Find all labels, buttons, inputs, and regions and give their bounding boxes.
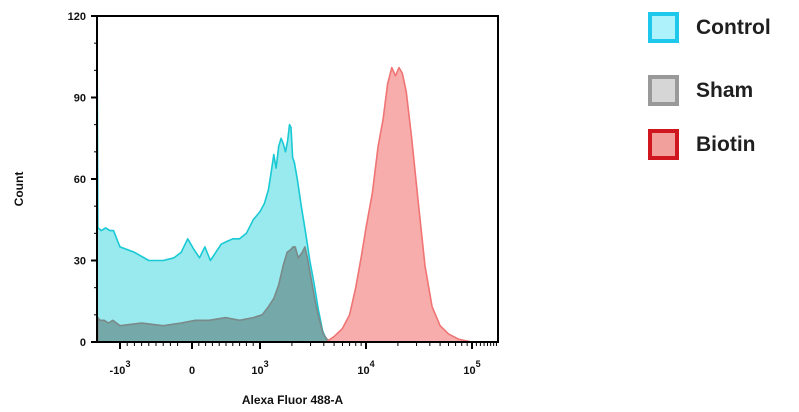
x-tick-label: 0 [189, 365, 195, 377]
y-tick-label: 120 [68, 11, 86, 23]
flow-histogram-chart: 0 30 60 90 120 -103 0 103 104 105 Alexa Fluor 488… [12, 11, 499, 407]
legend-label-control: Control [696, 15, 771, 39]
y-axis-label: Count [12, 172, 26, 207]
axes: 0 30 60 90 120 -103 0 103 104 105 [68, 11, 497, 377]
legend-swatch-control [648, 12, 679, 43]
legend-swatch-sham [648, 75, 679, 106]
x-tick-label: -103 [110, 359, 131, 377]
y-tick-label: 60 [74, 174, 86, 186]
series-sham-area [97, 246, 332, 343]
x-tick-label: 105 [463, 359, 480, 377]
legend-item-biotin: Biotin [648, 129, 755, 160]
legend-item-sham: Sham [648, 75, 753, 106]
legend-label-biotin: Biotin [696, 132, 756, 156]
y-tick-label: 30 [74, 256, 86, 268]
legend-swatch-biotin [648, 129, 679, 160]
legend-item-control: Control [648, 12, 771, 43]
x-tick-label: 103 [251, 359, 268, 377]
y-tick-label: 0 [80, 337, 86, 349]
legend: Control Sham Biotin [648, 0, 798, 180]
y-tick-label: 90 [74, 93, 86, 105]
series-control-area [96, 20, 329, 343]
x-tick-label: 104 [357, 359, 374, 377]
series-biotin-area [325, 66, 473, 343]
x-axis-label: Alexa Fluor 488-A [242, 393, 344, 407]
plot-area [96, 20, 473, 343]
legend-label-sham: Sham [696, 78, 754, 102]
